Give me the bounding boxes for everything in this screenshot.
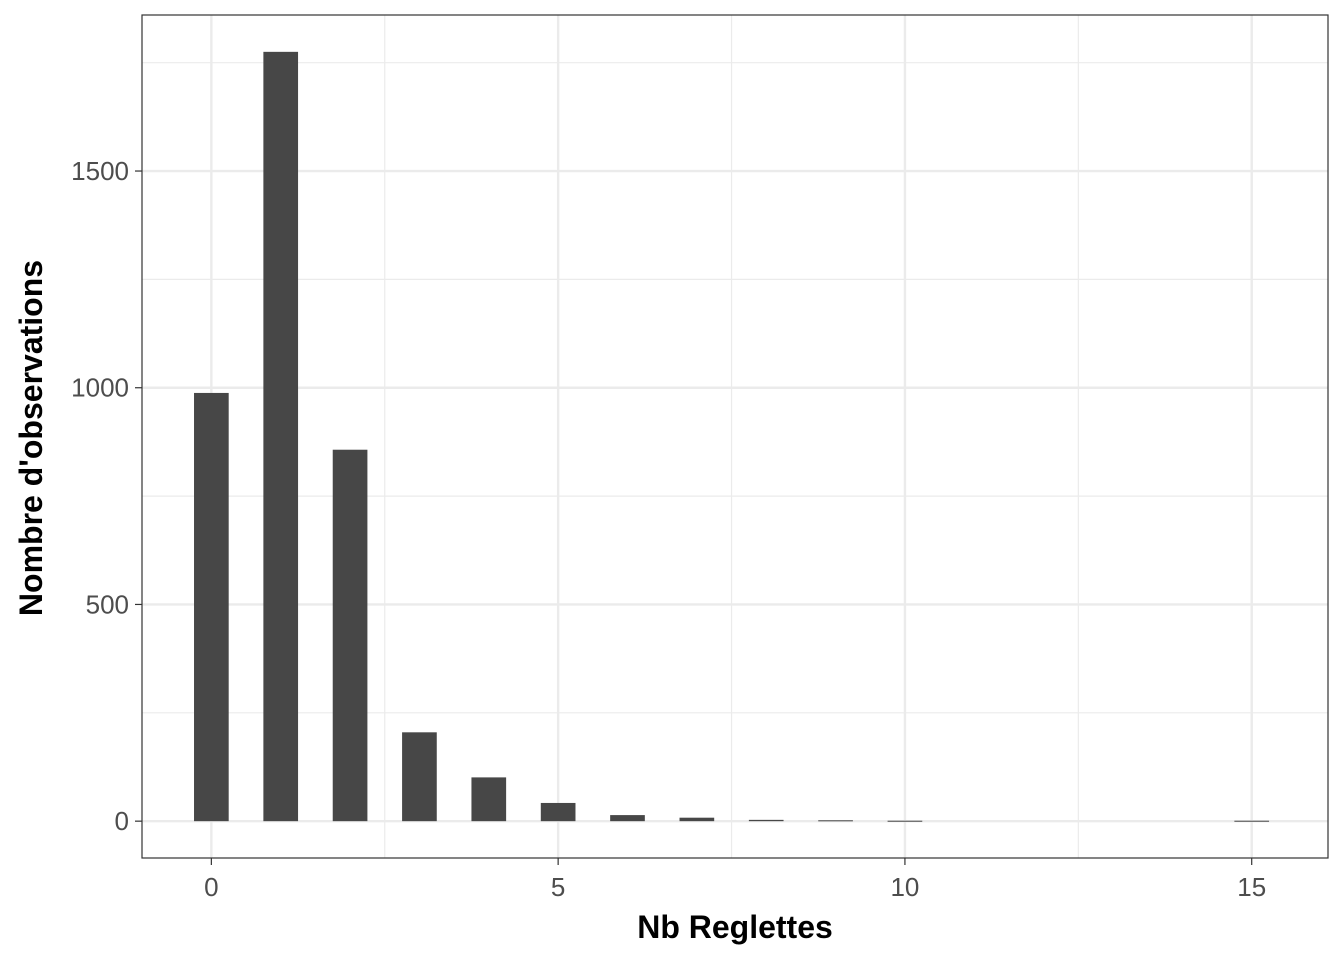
y-tick-label: 500 bbox=[86, 589, 129, 619]
x-tick-label: 15 bbox=[1237, 872, 1266, 902]
grid-layer bbox=[142, 15, 1328, 858]
bar bbox=[887, 820, 923, 822]
y-tick-label: 1000 bbox=[71, 373, 129, 403]
bar bbox=[818, 820, 853, 822]
bar bbox=[610, 815, 645, 822]
x-axis-title: Nb Reglettes bbox=[637, 909, 833, 945]
bar bbox=[1234, 820, 1270, 822]
x-tick-label: 0 bbox=[204, 872, 218, 902]
y-axis: 0 500 1000 1500 bbox=[71, 156, 142, 836]
panel-border bbox=[141, 14, 1329, 859]
x-tick-label: 5 bbox=[551, 872, 565, 902]
bar bbox=[332, 449, 368, 822]
bar bbox=[194, 392, 229, 822]
y-axis-title: Nombre d'observations bbox=[13, 260, 49, 616]
bar bbox=[540, 802, 576, 822]
bars-layer bbox=[194, 51, 1270, 822]
y-tick-label: 1500 bbox=[71, 156, 129, 186]
bar bbox=[748, 819, 784, 822]
y-tick-label: 0 bbox=[115, 806, 129, 836]
bar bbox=[402, 732, 437, 822]
x-axis: 0 5 10 15 bbox=[204, 858, 1266, 902]
bar bbox=[263, 51, 299, 822]
x-tick-label: 10 bbox=[890, 872, 919, 902]
bar bbox=[679, 817, 715, 822]
bar bbox=[471, 777, 507, 822]
